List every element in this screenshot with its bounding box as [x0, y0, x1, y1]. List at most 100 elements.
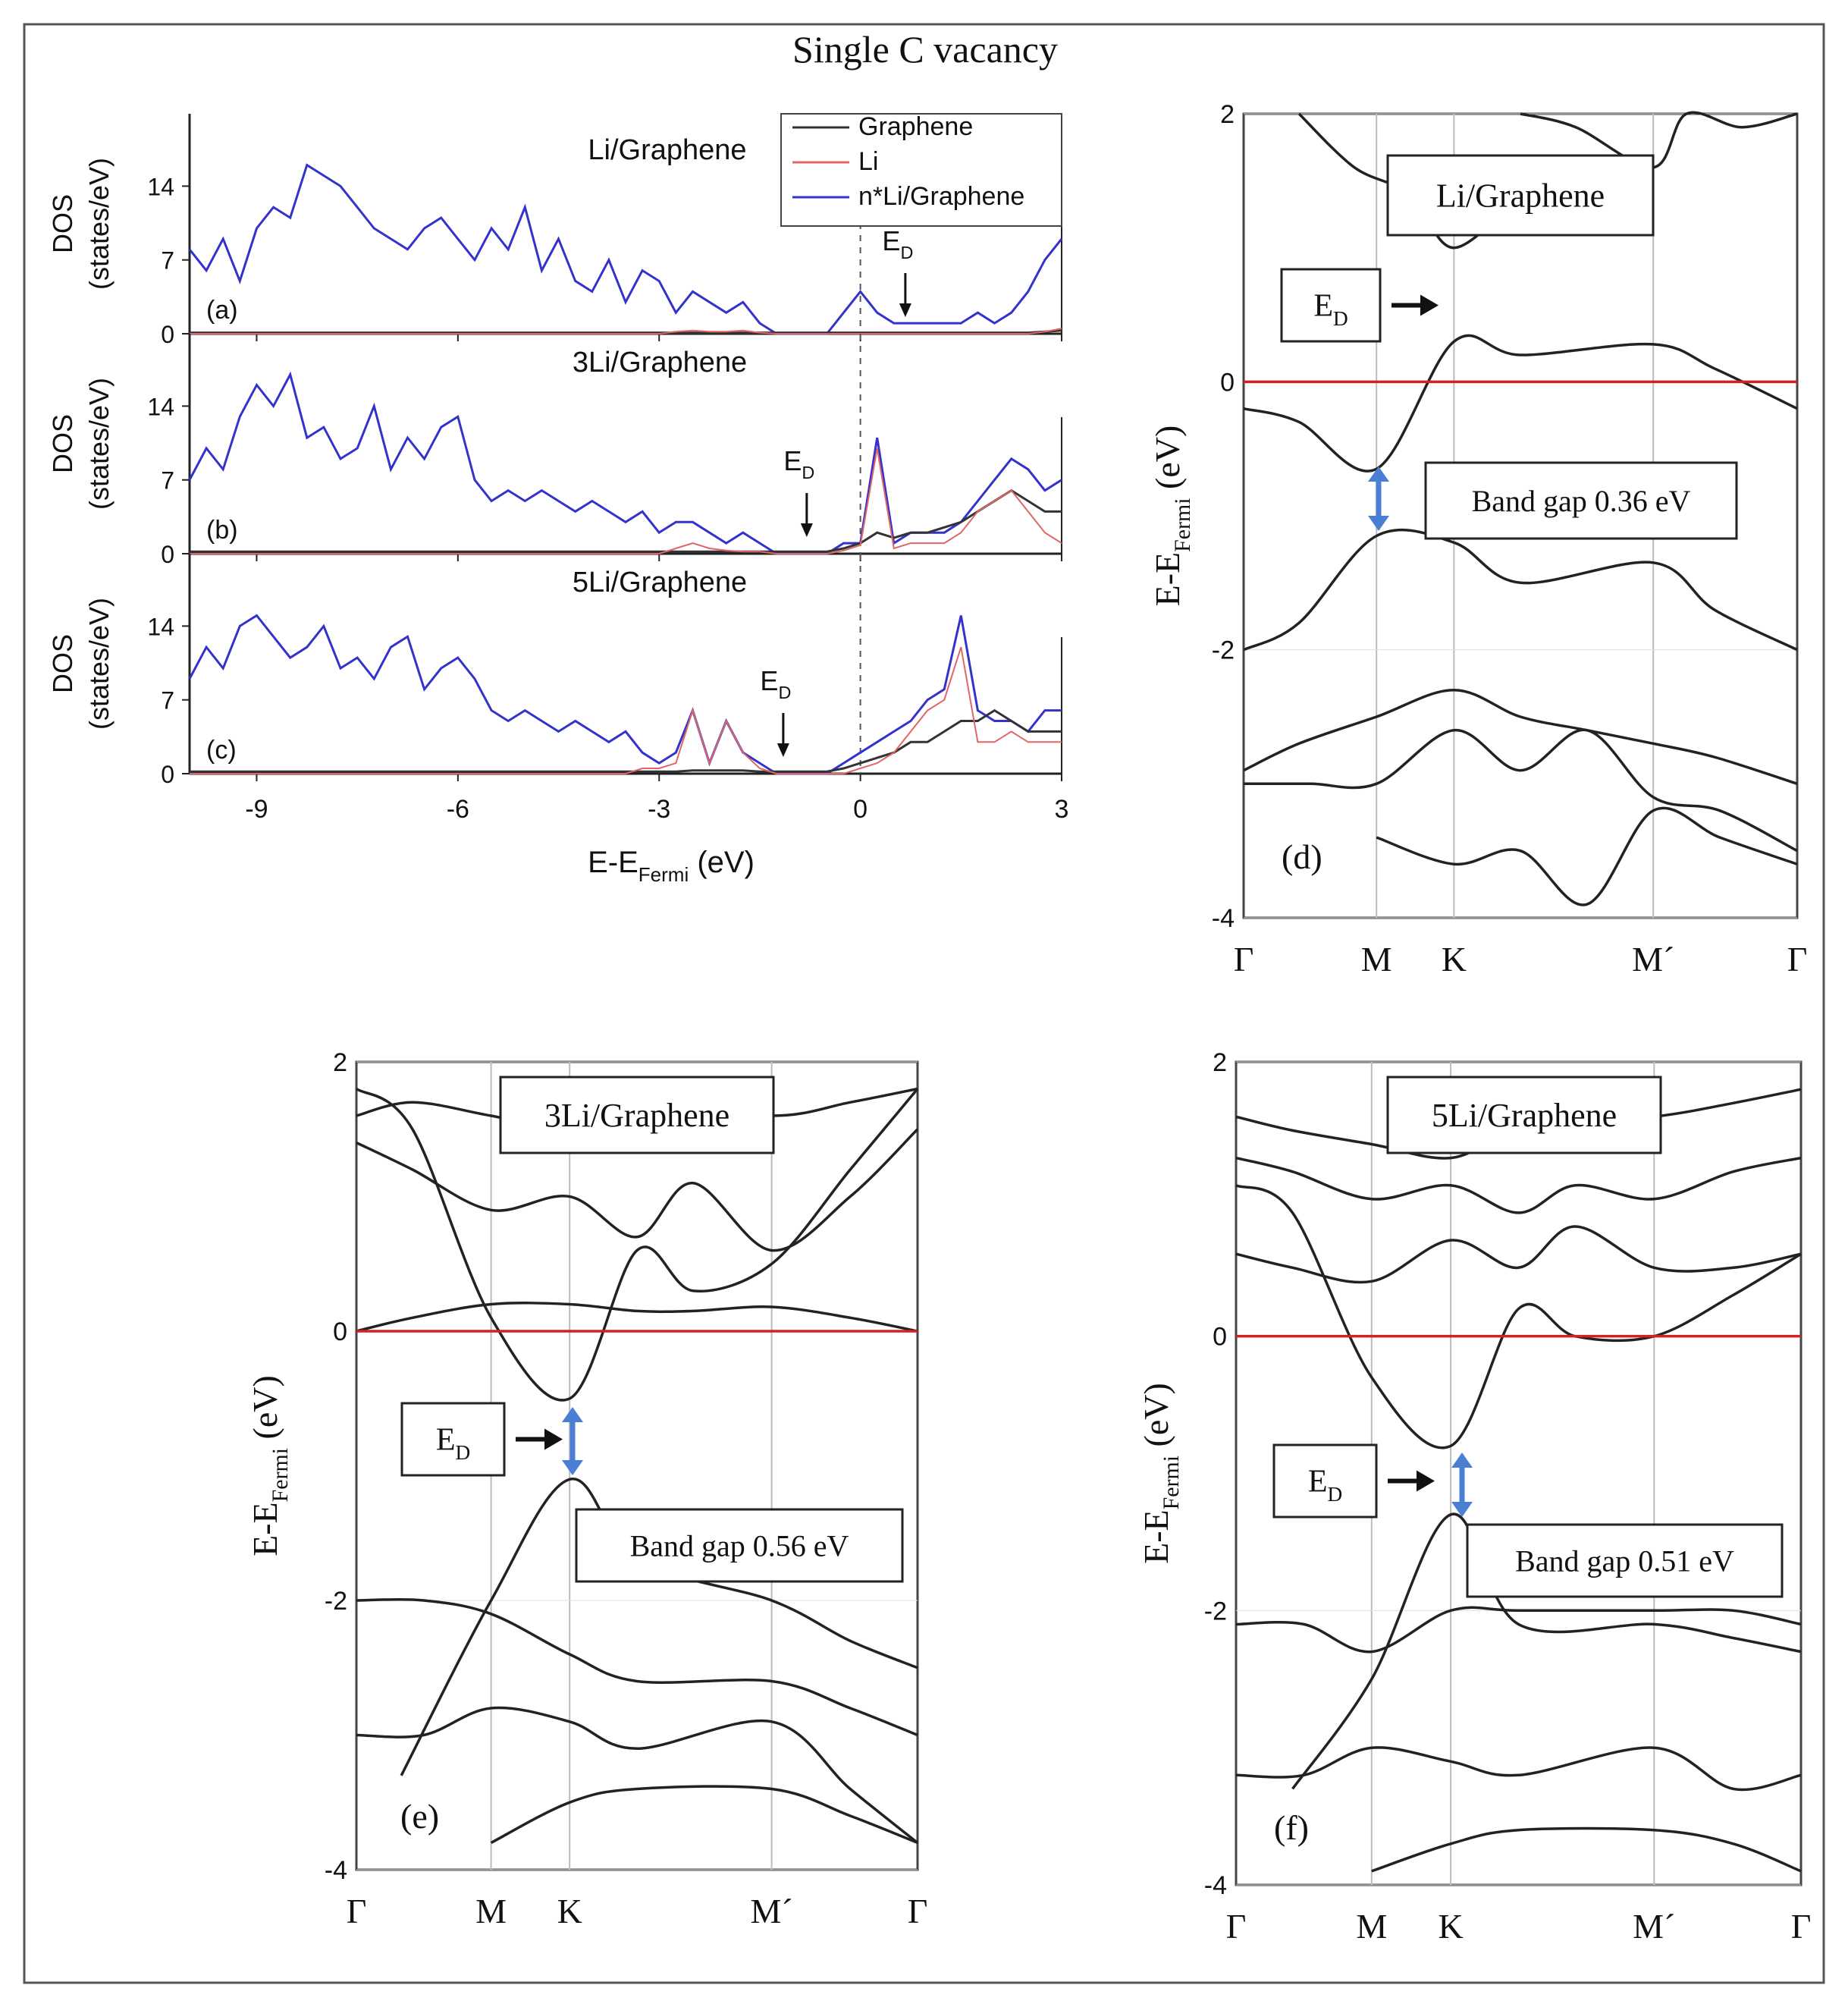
- dos-ed-label: ED: [783, 445, 814, 482]
- dos-series-nligraphene: [188, 163, 1063, 335]
- system-label: Li/Graphene: [1436, 177, 1605, 215]
- dos-xlabel-unit: (eV): [689, 846, 755, 879]
- band-plot-d: Γ M K M´ Γ -4 -2 0 2 E-EFermi (eV) Li/Graphene Band…: [1148, 100, 1807, 978]
- dos-ylabel-line1: DOS: [47, 194, 78, 253]
- dos-ytick-label: 14: [147, 393, 174, 420]
- dos-xtick-label: 0: [853, 795, 868, 824]
- dos-xlabel-main: E-E: [588, 846, 638, 879]
- kpoint-label: Γ: [908, 1892, 928, 1930]
- ed-label-main: E: [1308, 1465, 1328, 1500]
- band-ylabel-unit: (eV): [1148, 426, 1187, 498]
- band-ylabel-sub: Fermi: [268, 1448, 293, 1502]
- band-ytick-label: 2: [1213, 1048, 1227, 1077]
- dos-ytick-label: 0: [161, 761, 174, 788]
- dos-ed-label-main: E: [783, 445, 802, 476]
- dos-panel-name: 3Li/Graphene: [573, 347, 747, 378]
- dos-ed-label-sub: D: [900, 243, 913, 262]
- band-line: [1235, 1606, 1802, 1654]
- ed-label-main: E: [1313, 289, 1333, 324]
- gap-arrowhead-bottom: [1451, 1502, 1473, 1517]
- band-ylabel-main: E-E: [1137, 1509, 1175, 1564]
- dos-ylabel-line2: (states/eV): [83, 598, 115, 730]
- kpoint-label: M: [475, 1892, 507, 1930]
- band-ylabel-sub: Fermi: [1170, 498, 1195, 551]
- band-line: [1235, 1225, 1802, 1284]
- legend-box: [780, 113, 1062, 227]
- band-panel-label: (d): [1282, 837, 1322, 876]
- ed-box: [400, 1402, 506, 1477]
- band-ylabel-main: E-E: [246, 1502, 284, 1556]
- dos-ytick-label: 0: [161, 541, 174, 568]
- legend-label: Li: [858, 147, 878, 176]
- band-line: [1243, 728, 1798, 853]
- legend-label: Graphene: [858, 112, 973, 141]
- kpoint-label: M´: [1632, 940, 1674, 978]
- band-panel-label: (f): [1274, 1808, 1309, 1847]
- dos-panel-label: (c): [206, 736, 237, 765]
- band-line: [356, 1706, 919, 1844]
- kpoint-label: Γ: [1234, 940, 1254, 978]
- kpoint-label: Γ: [347, 1892, 367, 1930]
- dos-ed-label: ED: [760, 665, 791, 702]
- dos-ytick-label: 7: [161, 247, 174, 275]
- dos-ed-label: ED: [882, 225, 913, 262]
- band-line: [356, 1128, 919, 1252]
- dos-ytick-label: 7: [161, 467, 174, 495]
- band-ytick-label: 0: [1213, 1323, 1227, 1352]
- band-gap-box: [1424, 461, 1738, 540]
- dos-ylabel-line1: DOS: [47, 634, 78, 693]
- dos-series-graphene: [190, 488, 1062, 553]
- dos-ed-label-sub: D: [802, 463, 814, 482]
- band-line: [1243, 688, 1798, 785]
- legend-label: n*Li/Graphene: [858, 182, 1024, 211]
- dos-ytick-label: 0: [161, 321, 174, 348]
- band-ytick-label: -4: [1204, 1871, 1227, 1900]
- dos-panel-label: (a): [206, 296, 238, 325]
- band-plot-f: Γ M K M´ Γ -4 -2 0 2 E-EFermi (eV) 5Li/Graphene Ban…: [1137, 1048, 1811, 1946]
- dos-series-li: [190, 646, 1062, 774]
- band-line: [490, 1785, 918, 1845]
- gap-arrowhead-top: [562, 1407, 583, 1422]
- dos-panel-name: 5Li/Graphene: [573, 567, 747, 598]
- band-ytick-label: -2: [1204, 1597, 1227, 1625]
- band-gap-label: Band gap 0.56 eV: [630, 1529, 849, 1563]
- ed-label: ED: [436, 1423, 470, 1465]
- dos-xtick-label: 3: [1055, 795, 1069, 824]
- kpoint-label: M´: [750, 1892, 792, 1930]
- ed-label: ED: [1313, 289, 1348, 331]
- band-line: [356, 1302, 918, 1333]
- dos-ylabel-line2: (states/eV): [83, 378, 115, 510]
- band-line: [1235, 1156, 1802, 1214]
- system-label-box: [1386, 154, 1655, 237]
- figure-title: Single C vacancy: [792, 28, 1058, 71]
- dos-ytick-label: 14: [147, 173, 174, 200]
- ed-arrowhead: [1417, 1470, 1435, 1492]
- ed-box: [1280, 268, 1382, 343]
- dos-xlabel-sub: Fermi: [638, 863, 689, 886]
- dos-ylabel-line1: DOS: [47, 414, 78, 473]
- band-line: [1235, 1746, 1802, 1792]
- ed-arrowhead: [1420, 294, 1439, 316]
- ed-label: ED: [1308, 1465, 1342, 1506]
- kpoint-label: M: [1356, 1907, 1387, 1946]
- band-gap-label: Band gap 0.36 eV: [1472, 484, 1691, 518]
- dos-panel-name: Li/Graphene: [588, 134, 746, 166]
- dos-xtick-label: -9: [245, 795, 268, 824]
- gap-arrowhead-top: [1368, 466, 1389, 482]
- band-ylabel: E-EFermi (eV): [246, 1375, 293, 1556]
- dos-ed-label-main: E: [760, 665, 778, 696]
- dos-ed-arrowhead: [899, 303, 911, 317]
- band-gap-label: Band gap 0.51 eV: [1515, 1544, 1734, 1578]
- dos-xlabel: E-EFermi (eV): [588, 846, 755, 886]
- ed-label-sub: D: [1333, 307, 1348, 330]
- dos-series-li: [190, 448, 1062, 554]
- dos-ylabel-line2: (states/eV): [83, 158, 115, 290]
- kpoint-label: K: [557, 1892, 582, 1930]
- band-ytick-label: -4: [325, 1856, 347, 1885]
- band-line: [355, 1087, 919, 1402]
- dos-series-li: [190, 328, 1062, 334]
- dos-series-graphene: [190, 329, 1062, 334]
- band-ylabel-unit: (eV): [246, 1375, 284, 1448]
